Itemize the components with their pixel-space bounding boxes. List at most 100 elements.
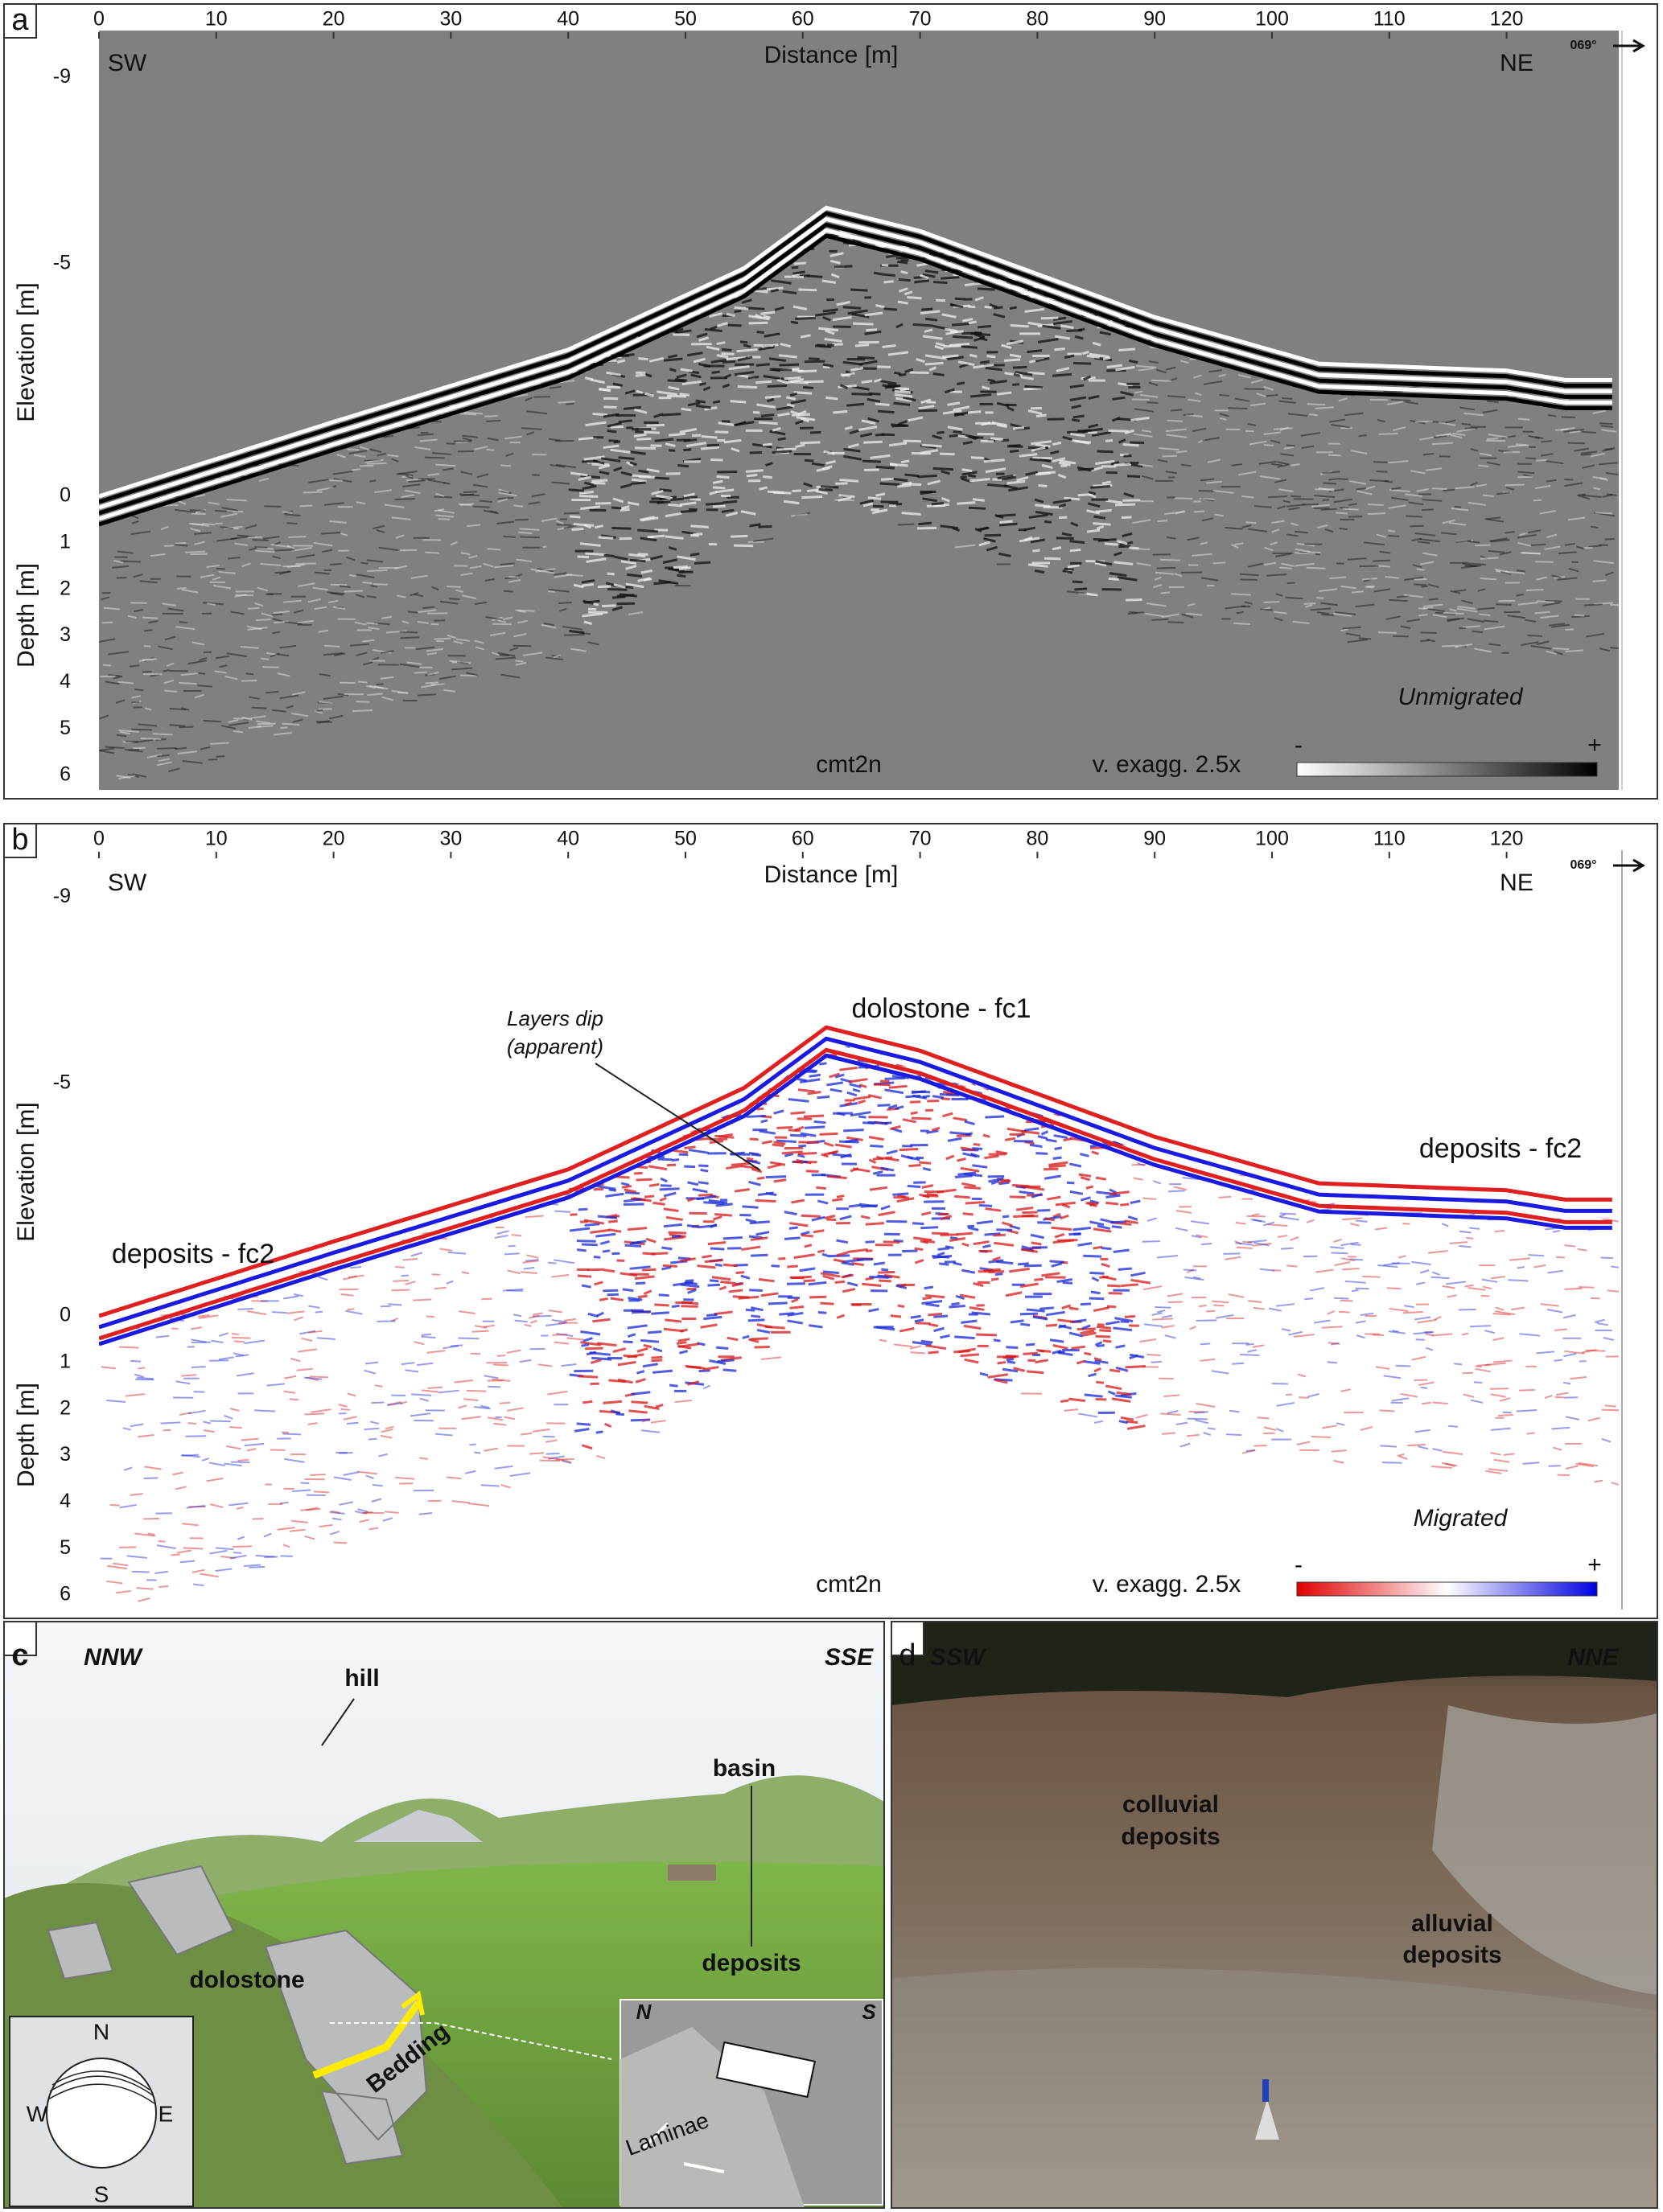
reflection xyxy=(555,1458,574,1461)
reflection xyxy=(1340,628,1348,632)
reflection xyxy=(628,1297,643,1301)
reflection xyxy=(512,633,527,638)
y-tick-label: 2 xyxy=(60,577,71,599)
reflection xyxy=(191,1338,207,1343)
reflection xyxy=(295,553,315,559)
reflection xyxy=(912,1222,924,1225)
reflection xyxy=(542,1456,562,1461)
reflection xyxy=(530,568,540,572)
reflection xyxy=(888,1084,908,1089)
reflection xyxy=(1244,601,1253,605)
reflection xyxy=(1083,1360,1101,1365)
reflection xyxy=(916,358,925,364)
reflection xyxy=(666,1163,677,1167)
reflection xyxy=(702,1384,711,1390)
reflection xyxy=(219,1356,234,1361)
reflection xyxy=(1245,1449,1255,1452)
reflection xyxy=(1387,400,1406,405)
reflection xyxy=(728,364,750,371)
reflection xyxy=(838,496,852,502)
reflection xyxy=(1422,499,1443,502)
photo-frame xyxy=(3,1621,885,2209)
reflection xyxy=(329,1511,345,1515)
reflection xyxy=(780,343,792,348)
reflection xyxy=(220,725,237,730)
reflection xyxy=(210,742,229,745)
reflection xyxy=(1501,434,1516,439)
reflection xyxy=(421,1333,432,1336)
reflection xyxy=(1264,546,1274,552)
reflection xyxy=(1106,364,1123,368)
reflection xyxy=(1241,1449,1256,1454)
reflection xyxy=(368,1527,379,1531)
reflection xyxy=(910,1111,918,1116)
reflection xyxy=(1219,413,1230,417)
reflection xyxy=(369,1421,380,1425)
reflection xyxy=(656,494,673,500)
reflection xyxy=(1391,487,1402,491)
reflection xyxy=(439,1248,453,1252)
reflection xyxy=(1074,587,1088,591)
reflection xyxy=(826,343,834,347)
reflection xyxy=(1257,1416,1270,1420)
reflection xyxy=(402,1257,418,1261)
x-tick-label: 120 xyxy=(1490,8,1524,31)
reflection xyxy=(1546,460,1564,465)
reflection xyxy=(696,1137,712,1141)
reflection xyxy=(163,668,170,672)
reflection xyxy=(901,512,921,516)
reflection xyxy=(791,413,811,417)
reflection xyxy=(347,1308,355,1311)
reflection xyxy=(1006,406,1015,412)
reflection xyxy=(255,1554,275,1558)
reflection xyxy=(124,748,143,753)
reflection xyxy=(921,307,933,311)
reflection xyxy=(760,310,776,315)
reflection xyxy=(1364,541,1385,546)
reflection xyxy=(1356,1334,1365,1339)
reflection xyxy=(199,656,208,661)
reflection xyxy=(274,541,282,545)
reflection xyxy=(737,356,753,362)
reflection xyxy=(1467,501,1486,506)
reflection xyxy=(1290,463,1300,467)
reflection xyxy=(157,754,170,757)
reflection xyxy=(924,361,944,366)
reflection xyxy=(197,685,212,688)
reflection xyxy=(352,709,373,713)
reflection xyxy=(610,1297,624,1301)
reflection xyxy=(1130,1199,1141,1205)
reflection xyxy=(865,1222,884,1226)
reflection xyxy=(769,430,786,436)
reflection xyxy=(508,576,518,578)
reflection xyxy=(1521,552,1541,555)
reflection xyxy=(1061,532,1072,537)
reflection xyxy=(570,648,587,652)
reflection xyxy=(282,599,302,603)
reflection xyxy=(1115,1366,1129,1372)
reflection xyxy=(1523,474,1533,478)
reflection xyxy=(1342,1217,1363,1221)
reflection xyxy=(734,309,742,314)
reflection xyxy=(376,683,384,686)
reflection xyxy=(366,595,377,598)
reflection xyxy=(1553,651,1563,656)
reflection xyxy=(933,1314,949,1318)
reflection xyxy=(274,549,295,552)
reflection xyxy=(690,524,709,528)
reflection xyxy=(1037,1208,1051,1212)
reflection xyxy=(1003,484,1018,490)
reflection xyxy=(953,405,970,412)
reflection xyxy=(166,662,175,667)
reflection xyxy=(978,541,990,547)
reflection xyxy=(243,1564,261,1567)
reflection xyxy=(1034,498,1044,504)
reflection xyxy=(406,661,422,665)
reflection xyxy=(315,1310,323,1314)
reflection xyxy=(1225,1256,1241,1260)
reflection xyxy=(1012,426,1025,430)
reflection xyxy=(814,311,836,317)
reflection xyxy=(712,486,726,490)
reflection xyxy=(1071,418,1081,422)
reflection xyxy=(1414,1316,1431,1321)
